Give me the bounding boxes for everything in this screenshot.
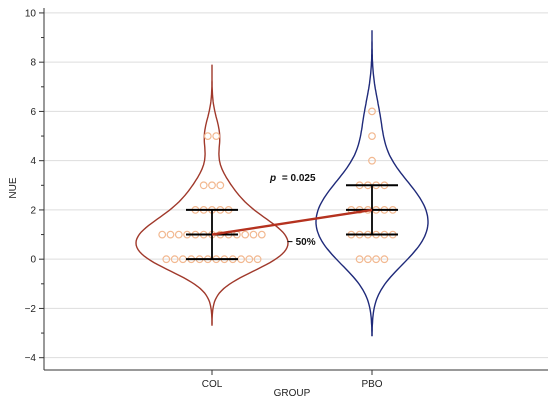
data-point: [208, 181, 216, 190]
annotations: p = 0.025 − 50%: [269, 173, 316, 248]
data-point: [241, 230, 250, 239]
violins: [135, 30, 429, 337]
data-point: [368, 107, 376, 116]
y-tick-label: −2: [25, 304, 37, 315]
data-point: [364, 255, 372, 264]
change-percentage-label: − 50%: [287, 237, 316, 248]
x-axis-title: GROUP: [274, 388, 311, 399]
gridlines: [44, 12, 548, 359]
data-point: [158, 230, 167, 239]
box-markers: [186, 184, 398, 261]
data-point: [368, 132, 376, 141]
data-point: [372, 255, 381, 264]
data-point: [257, 230, 266, 239]
y-axis: −4 −2 0 2 4 6 8 10: [25, 8, 45, 370]
y-axis-title: NUE: [8, 177, 19, 198]
y-tick-label: 0: [30, 255, 36, 266]
y-tick-label: 2: [30, 205, 36, 216]
x-tick-label: COL: [202, 379, 223, 390]
median-connector: [211, 208, 373, 236]
data-point: [253, 255, 262, 264]
data-point: [199, 181, 208, 190]
data-point: [166, 230, 175, 239]
y-tick-label: 4: [30, 156, 36, 167]
y-tick-label: 8: [30, 58, 36, 69]
data-point: [368, 156, 376, 165]
y-tick-label: −4: [25, 353, 37, 364]
p-symbol: p: [269, 173, 276, 184]
data-point: [245, 255, 254, 264]
data-point: [380, 255, 389, 264]
data-point: [174, 230, 183, 239]
data-point: [249, 230, 258, 239]
p-value-label: p = 0.025: [269, 173, 316, 184]
data-point: [355, 255, 364, 264]
data-point: [212, 132, 221, 141]
y-tick-label: 6: [30, 107, 36, 118]
x-axis: COL PBO: [44, 369, 548, 390]
y-tick-label: 10: [25, 8, 37, 19]
x-tick-label: PBO: [361, 379, 382, 390]
violin-col: [135, 64, 289, 326]
p-value: = 0.025: [282, 173, 316, 184]
data-point: [170, 255, 179, 264]
data-point: [203, 132, 212, 141]
data-point: [216, 181, 225, 190]
violin-pbo: [315, 30, 429, 337]
data-point: [162, 255, 171, 264]
